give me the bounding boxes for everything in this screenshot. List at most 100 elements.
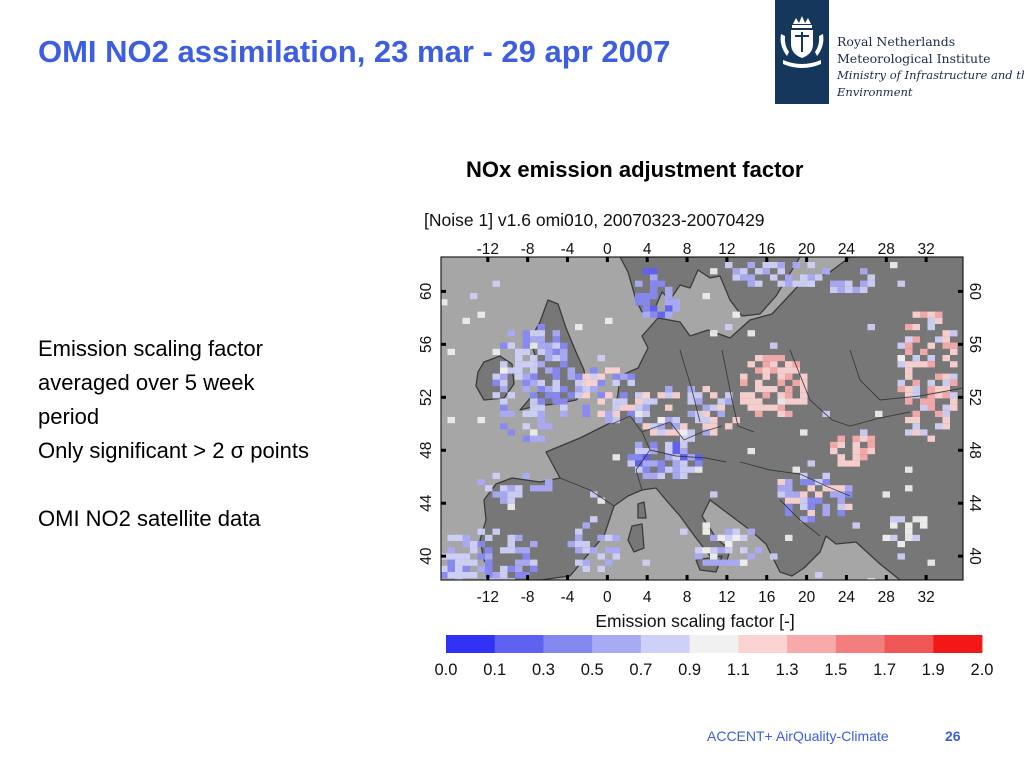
grid-cell [642,392,650,399]
grid-cell [830,448,838,455]
colorbar-segment [494,635,544,653]
grid-cell [717,404,725,411]
grid-cell [680,466,688,473]
grid-cell [897,553,905,560]
grid-cell [717,398,725,405]
grid-cell [890,262,898,269]
grid-cell [897,386,905,393]
grid-cell [500,404,508,411]
grid-cell [665,392,673,399]
grid-cell [470,293,478,300]
grid-cell [500,342,508,349]
grid-cell [560,361,568,368]
grid-cell [552,336,560,343]
grid-cell [740,534,748,541]
grid-cell [575,547,583,554]
grid-cell [927,392,935,399]
lon-tick-top: 28 [878,241,895,258]
grid-cell [777,479,785,486]
grid-cell [530,355,538,362]
grid-cell [912,361,920,368]
grid-cell [492,373,500,380]
grid-cell [792,361,800,368]
grid-cell [785,503,793,510]
grid-cell [605,559,613,566]
grid-cell [860,286,868,293]
grid-cell [515,485,523,492]
logo-line-2: Meteorological Institute [837,51,991,66]
grid-cell [687,386,695,393]
grid-cell [500,497,508,504]
grid-cell [845,491,853,498]
grid-cell [695,547,703,554]
grid-cell [612,410,620,417]
grid-cell [837,441,845,448]
grid-cell [620,392,628,399]
grid-cell [500,398,508,405]
grid-cell [912,355,920,362]
grid-cell [897,516,905,523]
grid-cell [837,485,845,492]
grid-cell [725,324,733,331]
map-heading: NOx emission adjustment factor [466,157,804,182]
grid-cell [792,398,800,405]
bullet-line-1: Emission scaling factor [38,336,263,361]
grid-cell [530,336,538,343]
grid-cell [807,262,815,269]
grid-cell [927,435,935,442]
grid-cell [822,510,830,517]
lon-tick-bottom: 4 [643,589,652,606]
grid-cell [433,572,441,578]
grid-cell [800,373,808,380]
grid-cell [852,448,860,455]
grid-cell [455,565,463,572]
grid-cell [447,565,455,572]
colorbar-tick: 0.1 [483,661,506,679]
colorbar-segment [689,635,739,653]
grid-cell [612,373,620,380]
grid-cell [837,491,845,498]
grid-cell [687,392,695,399]
grid-cell [732,268,740,275]
grid-cell [837,286,845,293]
grid-cell [462,553,470,560]
grid-cell [507,410,515,417]
grid-cell [815,491,823,498]
grid-cell [575,379,583,386]
colorbar-segment [884,635,934,653]
grid-cell [710,547,718,554]
grid-cell [702,404,710,411]
grid-cell [507,534,515,541]
grid-cell [500,386,508,393]
grid-cell [732,559,740,566]
lon-tick-top: 0 [603,241,612,258]
grid-cell [710,429,718,436]
grid-cell [477,553,485,560]
grid-cell [912,336,920,343]
grid-cell [642,472,650,479]
grid-cell [552,330,560,337]
grid-cell [552,379,560,386]
grid-cell [500,410,508,417]
grid-cell [530,435,538,442]
grid-cell [642,305,650,312]
grid-cell [905,417,913,424]
page-number: 26 [945,728,961,744]
grid-cell [470,559,478,566]
grid-cell [785,497,793,504]
grid-cell [867,435,875,442]
grid-cell [702,386,710,393]
grid-cell [785,373,793,380]
grid-cell [725,392,733,399]
grid-cell [500,423,508,430]
grid-cell [642,268,650,275]
grid-cell [530,429,538,436]
grid-cell [597,398,605,405]
grid-cell [605,547,613,554]
grid-cell [897,541,905,548]
grid-cell [792,491,800,498]
grid-cell [777,280,785,287]
colorbar-tick: 1.3 [776,661,799,679]
grid-cell [770,386,778,393]
grid-cell [785,274,793,281]
